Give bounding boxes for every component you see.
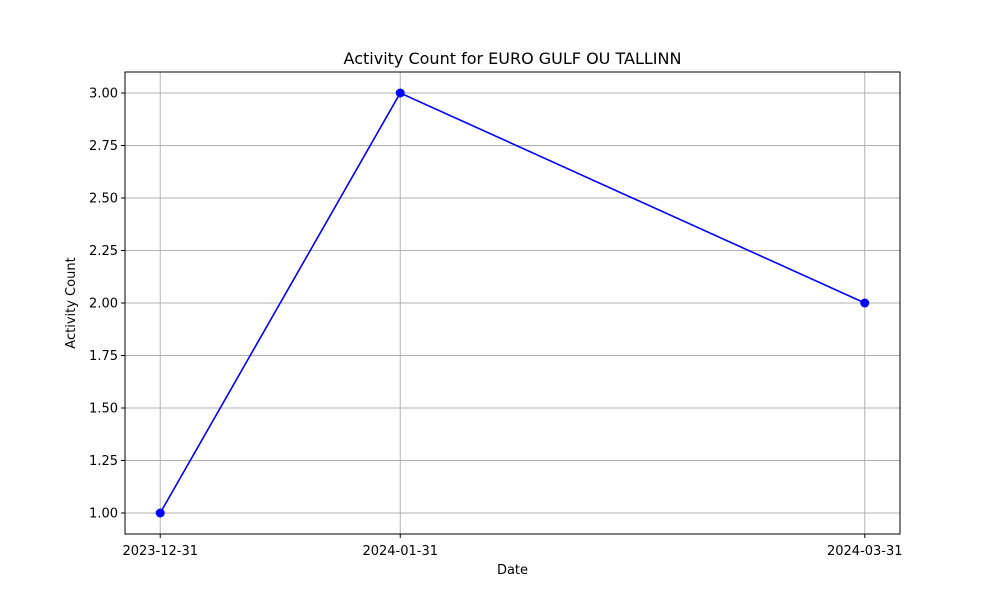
series-layer: [155, 88, 870, 518]
chart-title: Activity Count for EURO GULF OU TALLINN: [344, 49, 682, 68]
data-point: [860, 298, 870, 308]
y-tick-label: 2.50: [89, 192, 118, 207]
x-tick-label: 2024-03-31: [827, 544, 903, 559]
data-point: [155, 508, 165, 518]
y-tick-label: 1.25: [89, 454, 118, 469]
x-axis-label: Date: [497, 563, 528, 578]
y-tick-label: 1.00: [89, 507, 118, 522]
y-axis-label: Activity Count: [64, 257, 79, 348]
ticks: 1.00 1.25 1.50 1.75 2.00 2.25 2.50 2.75 3.00 2023…: [89, 87, 903, 560]
y-tick-label: 3.00: [89, 87, 118, 102]
x-tick-label: 2023-12-31: [122, 544, 198, 559]
y-tick-label: 1.50: [89, 402, 118, 417]
y-tick-label: 2.75: [89, 139, 118, 154]
y-tick-label: 2.00: [89, 297, 118, 312]
y-tick-label: 1.75: [89, 349, 118, 364]
x-tick-label: 2024-01-31: [362, 544, 438, 559]
y-tick-label: 2.25: [89, 244, 118, 259]
data-point: [395, 88, 405, 98]
grid: [125, 72, 900, 534]
